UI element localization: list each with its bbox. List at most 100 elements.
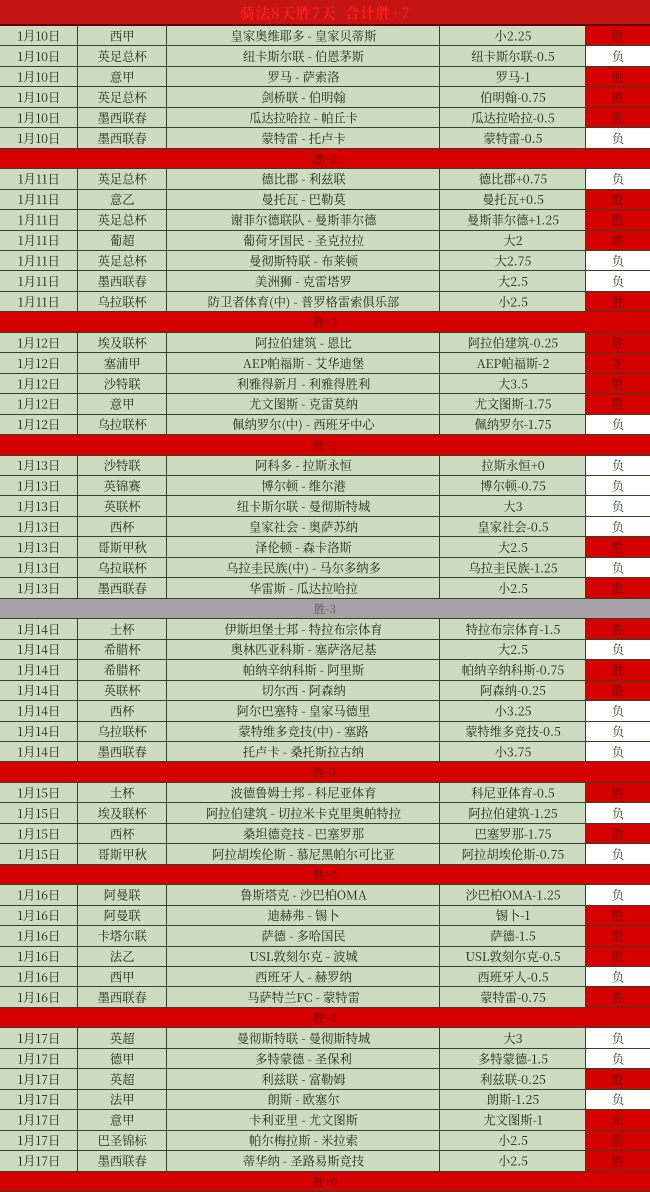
svg-text:负: 负 [612,129,625,147]
svg-text:胜: 胜 [612,292,624,310]
svg-text:英超: 英超 [110,1070,135,1088]
svg-text:负: 负 [612,517,625,535]
svg-text:1月14日: 1月14日 [17,661,60,679]
svg-text:1月14日: 1月14日 [17,681,60,699]
svg-text:巴圣锦标: 巴圣锦标 [98,1131,148,1149]
svg-text:尤文图斯 - 克雷莫纳: 尤文图斯 - 克雷莫纳 [249,395,358,413]
svg-text:法甲: 法甲 [110,1090,135,1108]
svg-text:1月13日: 1月13日 [17,538,60,556]
svg-text:纽卡斯尔联 - 伯恩茅斯: 纽卡斯尔联 - 伯恩茅斯 [243,47,364,65]
svg-text:意甲: 意甲 [110,67,135,85]
svg-text:朗斯 - 欧塞尔: 朗斯 - 欧塞尔 [267,1090,340,1108]
svg-text:沙特联: 沙特联 [104,456,141,474]
svg-text:埃及联杯: 埃及联杯 [98,804,148,822]
svg-text:1月12日: 1月12日 [17,415,60,433]
svg-text:胜: 胜 [612,824,624,842]
svg-text:博尔顿-0.75: 博尔顿-0.75 [480,477,546,495]
svg-text:皇家奥维耶多 - 皇家贝蒂斯: 皇家奥维耶多 - 皇家贝蒂斯 [231,27,377,45]
svg-text:胜: 胜 [612,88,624,106]
svg-text:希腊杯: 希腊杯 [104,640,142,658]
svg-text:哥斯甲秋: 哥斯甲秋 [98,538,147,556]
svg-text:1月16日: 1月16日 [17,988,60,1006]
svg-text:桑坦德竞技 - 巴塞罗那: 桑坦德竞技 - 巴塞罗那 [243,824,364,842]
svg-text:英联杯: 英联杯 [104,681,142,699]
svg-text:1月15日: 1月15日 [17,804,60,822]
svg-text:朗斯-1.25: 朗斯-1.25 [487,1090,540,1108]
svg-text:1月15日: 1月15日 [17,824,60,842]
svg-text:西杯: 西杯 [110,824,135,842]
svg-text:负: 负 [612,47,625,65]
svg-text:曼斯菲尔德+1.25: 曼斯菲尔德+1.25 [467,211,559,229]
svg-text:小3.75: 小3.75 [495,742,532,760]
svg-text:负: 负 [612,497,625,515]
svg-text:尤文图斯-1.75: 尤文图斯-1.75 [475,395,552,413]
svg-text:巴塞罗那-1.75: 巴塞罗那-1.75 [475,824,552,842]
svg-text:希腊杯: 希腊杯 [104,661,142,679]
svg-text:胜: 胜 [612,681,624,699]
svg-text:墨西联春: 墨西联春 [98,129,147,147]
svg-text:1月10日: 1月10日 [17,27,60,45]
svg-text:胜: 胜 [612,1131,624,1149]
svg-text:1月13日: 1月13日 [17,558,60,576]
svg-text:佩纳罗尔(中) - 西班牙中心: 佩纳罗尔(中) - 西班牙中心 [232,415,375,433]
svg-text:负: 负 [612,1029,625,1047]
svg-text:剑桥联 - 伯明翰: 剑桥联 - 伯明翰 [261,88,346,106]
svg-text:哥斯甲秋: 哥斯甲秋 [98,845,147,863]
svg-text:胜+2: 胜+2 [313,151,338,167]
svg-text:墨西联春: 墨西联春 [98,272,147,290]
svg-text:小2.5: 小2.5 [498,1152,528,1170]
svg-text:阿拉伯建筑 - 切拉米卡克里奥帕特拉: 阿拉伯建筑 - 切拉米卡克里奥帕特拉 [206,804,401,822]
svg-text:沙特联: 沙特联 [104,374,141,392]
svg-text:阿拉胡埃伦斯-0.75: 阿拉胡埃伦斯-0.75 [462,845,565,863]
svg-text:胜+2: 胜+2 [313,437,338,453]
svg-text:蒙特雷-0.5: 蒙特雷-0.5 [484,129,543,147]
svg-text:沙巴柏OMA-1.25: 沙巴柏OMA-1.25 [465,886,560,904]
svg-text:波德鲁姆士邦 - 科尼亚体育: 波德鲁姆士邦 - 科尼亚体育 [231,783,377,801]
svg-text:1月10日: 1月10日 [17,47,60,65]
svg-text:胜: 胜 [612,579,624,597]
svg-text:大2: 大2 [503,231,522,249]
svg-text:1月17日: 1月17日 [17,1029,60,1047]
svg-text:胜: 胜 [612,333,624,351]
svg-text:利兹联 - 富勒姆: 利兹联 - 富勒姆 [261,1070,345,1088]
svg-text:1月14日: 1月14日 [17,702,60,720]
svg-text:伊斯坦堡士邦 - 特拉布宗体育: 伊斯坦堡士邦 - 特拉布宗体育 [224,620,382,638]
svg-text:负: 负 [612,1049,625,1067]
svg-text:阿科多 - 拉斯永恒: 阿科多 - 拉斯永恒 [255,456,352,474]
svg-text:土杯: 土杯 [110,620,135,638]
svg-text:胜: 胜 [612,988,624,1006]
svg-text:英足总杯: 英足总杯 [98,211,148,229]
svg-text:法乙: 法乙 [110,947,135,965]
svg-text:小2.5: 小2.5 [498,579,528,597]
svg-text:胜+0: 胜+0 [313,867,338,883]
svg-text:阿尔巴塞特 - 皇家马德里: 阿尔巴塞特 - 皇家马德里 [237,702,371,720]
svg-text:乌拉联杯: 乌拉联杯 [98,558,148,576]
svg-text:墨西联春: 墨西联春 [98,1152,147,1170]
svg-text:英足总杯: 英足总杯 [98,88,148,106]
svg-text:皇家社会-0.5: 皇家社会-0.5 [477,517,548,535]
svg-text:1月16日: 1月16日 [17,906,60,924]
svg-text:胜: 胜 [612,620,624,638]
svg-text:1月10日: 1月10日 [17,108,60,126]
svg-text:英联杯: 英联杯 [104,497,142,515]
svg-text:谢菲尔德联队 - 曼斯菲尔德: 谢菲尔德联队 - 曼斯菲尔德 [231,211,378,229]
svg-text:1月11日: 1月11日 [18,211,60,229]
svg-text:1月13日: 1月13日 [17,456,60,474]
svg-text:曼彻斯特联 - 曼彻斯特城: 曼彻斯特联 - 曼彻斯特城 [237,1029,371,1047]
svg-text:负: 负 [612,886,625,904]
svg-text:小2.5: 小2.5 [498,292,528,310]
svg-text:负: 负 [612,804,625,822]
svg-text:西甲: 西甲 [110,27,135,45]
svg-text:曼托瓦+0.5: 曼托瓦+0.5 [482,190,544,208]
svg-text:阿森纳-0.25: 阿森纳-0.25 [480,681,546,699]
svg-text:特拉布宗体育-1.5: 特拉布宗体育-1.5 [466,620,561,638]
svg-text:小2.25: 小2.25 [495,27,532,45]
svg-text:负: 负 [612,272,625,290]
svg-text:胜: 胜 [612,108,624,126]
svg-text:1月12日: 1月12日 [17,395,60,413]
svg-text:托卢卡 - 桑托斯拉古纳: 托卢卡 - 桑托斯拉古纳 [243,742,364,760]
svg-text:1月11日: 1月11日 [18,231,60,249]
svg-text:胜: 胜 [612,538,624,556]
svg-text:负: 负 [612,702,625,720]
svg-text:阿拉伯建筑-1.25: 阿拉伯建筑-1.25 [468,804,557,822]
